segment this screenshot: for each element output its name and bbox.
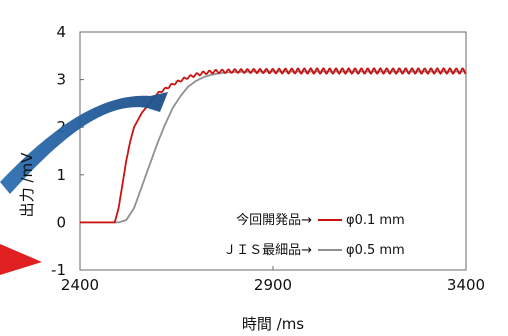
y-tick-label: 2 [56, 118, 66, 136]
series-line-red [80, 67, 467, 224]
legend-label-red: φ0.1 mm [346, 213, 405, 228]
x-tick-label: 2400 [61, 276, 99, 294]
y-tick-label: -1 [51, 261, 66, 279]
y-tick-label: 1 [56, 166, 66, 184]
series-layer [80, 67, 467, 224]
y-axis-ticks: -1 0 1 2 3 4 [51, 23, 84, 279]
y-axis-label: 出力 /mV [18, 152, 36, 217]
legend-prefix-gray: ＪＩＳ最細品→ [223, 243, 312, 258]
x-axis-label: 時間 /ms [242, 315, 304, 333]
x-tick-label: 3400 [447, 276, 485, 294]
plot-area [79, 31, 467, 271]
y-tick-label: 3 [56, 71, 66, 89]
legend: 今回開発品→ φ0.1 mm ＪＩＳ最細品→ φ0.5 mm [223, 212, 405, 258]
legend-prefix-red: 今回開発品→ [236, 212, 312, 228]
y-tick-label: 4 [56, 23, 66, 41]
legend-label-gray: φ0.5 mm [346, 243, 405, 258]
callout-arrow-blue [0, 92, 168, 194]
callout-arrow-red [0, 244, 42, 275]
x-tick-label: 2900 [254, 276, 292, 294]
x-axis-ticks: 2400 2900 3400 [61, 266, 485, 294]
y-tick-label: 0 [56, 213, 66, 231]
